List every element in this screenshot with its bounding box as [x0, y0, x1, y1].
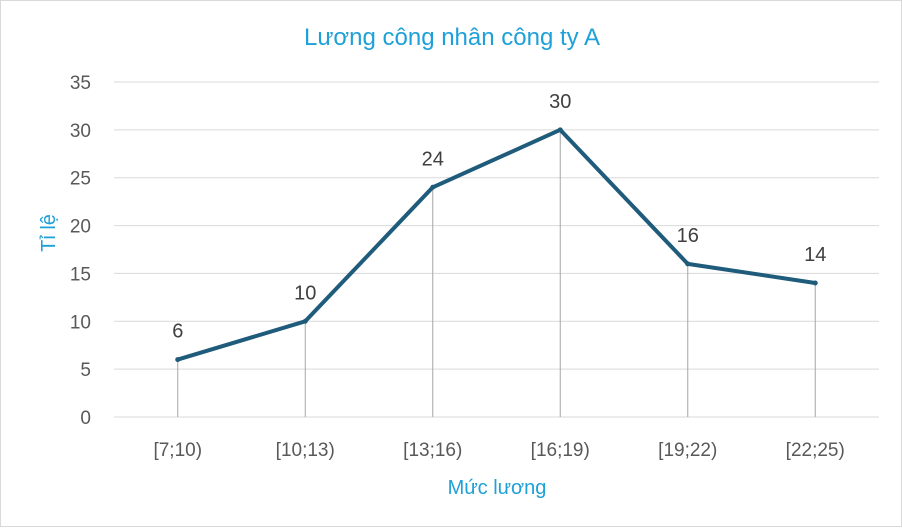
data-labels: 6 10 24 30 16 14 — [172, 91, 826, 343]
data-label: 6 — [172, 321, 183, 343]
data-label: 24 — [422, 148, 444, 170]
data-point — [557, 127, 563, 133]
y-axis-title: Tỉ lệ — [38, 214, 60, 252]
chart-title: Lương công nhân công ty A — [304, 24, 600, 51]
data-point — [685, 261, 691, 267]
y-tick-label: 15 — [70, 264, 91, 285]
y-tick-label: 25 — [70, 169, 91, 190]
series-polyline — [175, 127, 818, 362]
y-tick-label: 35 — [70, 73, 91, 94]
gridlines — [114, 81, 879, 418]
data-point — [430, 184, 436, 190]
x-tick-label: [19;22) — [658, 440, 717, 461]
x-axis-title: Mức lương — [448, 477, 547, 499]
drop-lines — [177, 129, 816, 417]
data-point — [175, 357, 181, 363]
y-axis-ticks: 0 5 10 15 20 25 30 35 — [70, 73, 91, 429]
data-label: 30 — [549, 91, 571, 113]
data-point — [812, 280, 818, 286]
data-label: 14 — [804, 244, 826, 266]
y-tick-label: 30 — [70, 121, 91, 142]
x-tick-label: [22;25) — [786, 440, 845, 461]
x-tick-label: [10;13) — [276, 440, 335, 461]
data-label: 10 — [294, 282, 316, 304]
data-point — [302, 318, 308, 324]
y-tick-label: 0 — [80, 408, 91, 429]
y-tick-label: 20 — [70, 217, 91, 238]
x-tick-label: [13;16) — [403, 440, 462, 461]
series-line — [175, 127, 818, 363]
x-axis-ticks: [7;10) [10;13) [13;16) [16;19) [19;22) [22;25… — [153, 440, 844, 461]
data-label: 16 — [677, 225, 699, 247]
y-tick-label: 5 — [80, 360, 91, 381]
x-tick-label: [7;10) — [153, 440, 202, 461]
x-tick-label: [16;19) — [531, 440, 590, 461]
y-tick-label: 10 — [70, 312, 91, 333]
